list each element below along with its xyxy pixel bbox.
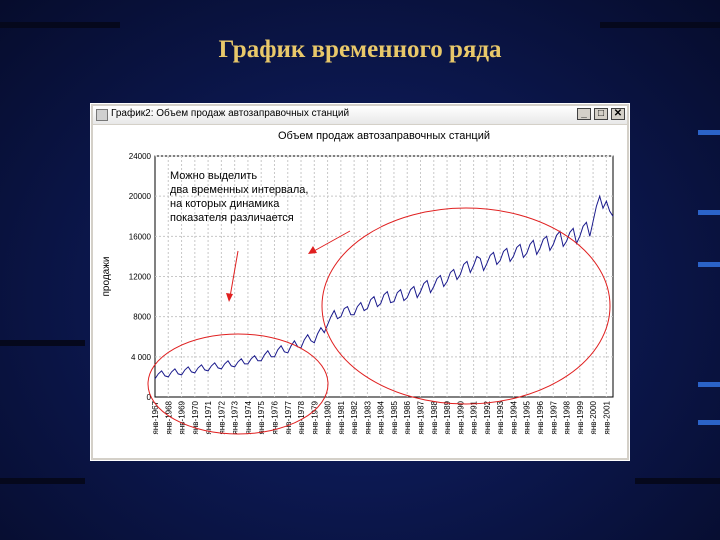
decor-stripe — [600, 22, 720, 28]
arrow-to-early — [229, 250, 239, 298]
arrowhead-late — [308, 246, 317, 254]
chart-svg: Объем продаж автозаправочных станций 0 4 0… — [101, 130, 614, 435]
x-tick-label: янв-1989 — [443, 400, 452, 434]
x-tick-label: янв-1984 — [377, 400, 386, 434]
x-tick-label: янв-1996 — [536, 400, 545, 434]
x-tick-label: янв-1967 — [151, 400, 160, 434]
series-line — [154, 194, 614, 380]
x-tick-label: янв-1975 — [257, 400, 266, 434]
decor-tick — [698, 420, 720, 425]
x-tick-label: янв-2001 — [602, 400, 611, 434]
arrowhead-early — [226, 293, 233, 302]
y-tick-label: 0 — [147, 393, 152, 402]
close-button[interactable]: ✕ — [611, 108, 625, 120]
x-tick-label: янв-1994 — [509, 400, 518, 434]
x-tick-label: янв-1997 — [549, 400, 558, 434]
x-tick-label: янв-2000 — [589, 400, 598, 434]
decor-stripe — [0, 478, 85, 484]
x-tick-label: янв-1970 — [191, 400, 200, 434]
decor-tick — [698, 262, 720, 267]
x-tick-label: янв-1973 — [231, 400, 240, 434]
x-tick-label: янв-1992 — [483, 400, 492, 434]
y-tick-label: 12000 — [129, 273, 152, 282]
decor-tick — [698, 382, 720, 387]
decor-tick — [698, 130, 720, 135]
x-tick-label: янв-1995 — [523, 400, 532, 434]
window-title: График2: Объем продаж автозаправочных ст… — [111, 108, 350, 119]
annotation-line: показателя различается — [170, 212, 294, 224]
y-tick-label: 4 000 — [131, 353, 152, 362]
y-tick-label: 24000 — [129, 152, 152, 161]
x-tick-label: янв-1968 — [164, 400, 173, 434]
x-tick-label: янв-1976 — [270, 400, 279, 434]
annotation-line: два временных интервала, — [170, 184, 308, 196]
x-tick-label: янв-1999 — [576, 400, 585, 434]
x-tick-label: янв-1982 — [350, 400, 359, 434]
decor-stripe — [635, 478, 720, 484]
x-tick-label: янв-1988 — [430, 400, 439, 434]
x-tick-label: янв-1986 — [403, 400, 412, 434]
x-tick-label: янв-1972 — [217, 400, 226, 434]
x-tick-label: янв-1978 — [297, 400, 306, 434]
x-tick-label: янв-1981 — [337, 400, 346, 434]
plot-area: Объем продаж автозаправочных станций 0 4 0… — [93, 125, 627, 458]
maximize-button[interactable]: □ — [594, 108, 608, 120]
x-tick-label: янв-1993 — [496, 400, 505, 434]
x-tick-label: янв-1974 — [244, 400, 253, 434]
interval-ellipse-early — [147, 333, 329, 435]
chart-title: Объем продаж автозаправочных станций — [278, 130, 490, 142]
interval-ellipse-late — [321, 207, 611, 405]
decor-tick — [698, 210, 720, 215]
annotation-line: на которых динамика — [170, 198, 280, 210]
arrow-to-late — [313, 230, 351, 252]
x-tick-label: янв-1991 — [470, 400, 479, 434]
x-tick-label: янв-1979 — [310, 400, 319, 434]
x-tick-label: янв-1980 — [324, 400, 333, 434]
y-tick-label: 8000 — [133, 313, 151, 322]
y-tick-label: 16000 — [129, 232, 152, 241]
chart-window: График2: Объем продаж автозаправочных ст… — [90, 103, 630, 461]
x-tick-label: янв-1985 — [390, 400, 399, 434]
decor-stripe — [0, 340, 85, 346]
x-tick-label: янв-1990 — [456, 400, 465, 434]
window-titlebar[interactable]: График2: Объем продаж автозаправочных ст… — [93, 106, 627, 124]
slide-title: График временного ряда — [218, 36, 502, 63]
minimize-button[interactable]: _ — [577, 108, 591, 120]
x-tick-label: янв-1971 — [204, 400, 213, 434]
x-tick-label: янв-1987 — [417, 400, 426, 434]
y-axis-label: продажи — [101, 257, 112, 297]
y-tick-label: 20000 — [129, 192, 152, 201]
x-tick-label: янв-1977 — [284, 400, 293, 434]
annotation-line: Можно выделить — [170, 170, 257, 182]
x-tick-label: янв-1983 — [363, 400, 372, 434]
decor-stripe — [0, 22, 120, 28]
x-tick-label: янв-1969 — [178, 400, 187, 434]
x-tick-label: янв-1998 — [563, 400, 572, 434]
app-icon — [96, 109, 108, 121]
